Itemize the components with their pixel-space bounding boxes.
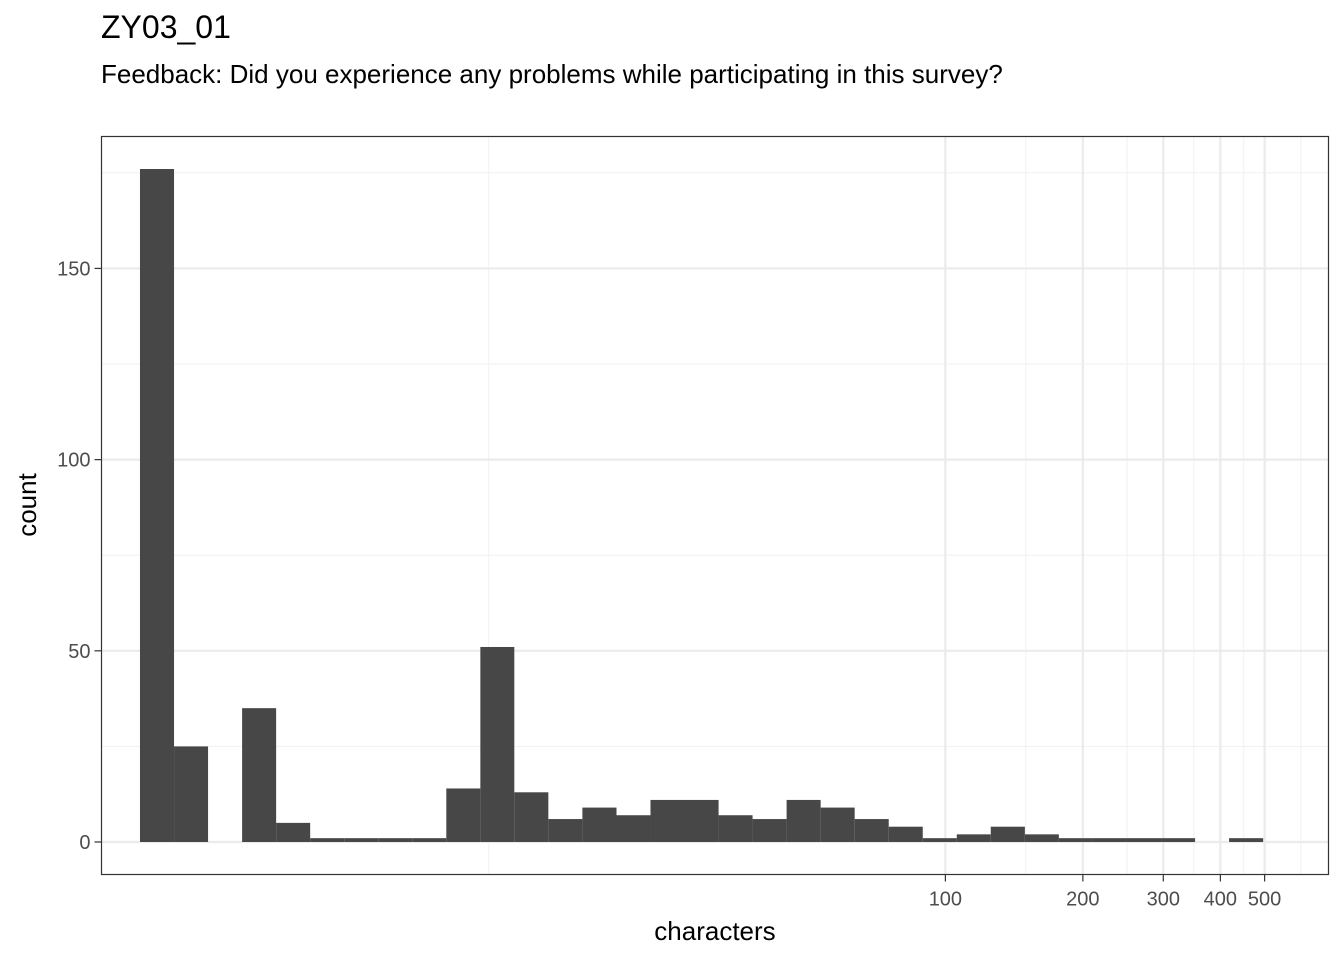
histogram-bar (616, 815, 651, 842)
histogram-bar (888, 826, 923, 842)
x-tick-label: 400 (1204, 889, 1237, 911)
histogram-bar (548, 819, 583, 842)
histogram-bar (446, 788, 481, 842)
histogram-bar (684, 799, 719, 842)
x-tick-label: 100 (929, 889, 962, 911)
histogram-bar (276, 822, 311, 842)
plot-panel-background (101, 136, 1329, 875)
histogram-bar (412, 838, 447, 842)
histogram-bars (139, 169, 1264, 842)
x-tick-label: 300 (1147, 889, 1180, 911)
histogram-bar (1092, 838, 1127, 842)
histogram-bar (854, 819, 889, 842)
y-axis-title: count (12, 472, 42, 536)
y-tick-label: 150 (57, 258, 90, 280)
histogram-bar (1161, 838, 1196, 842)
histogram-bar (514, 792, 549, 842)
x-axis-title: characters (654, 916, 775, 946)
x-axis: 100 200 300 400 500 (929, 874, 1281, 911)
minor-gridlines (101, 136, 1329, 875)
histogram-bar (718, 815, 753, 842)
histogram-bar (922, 838, 957, 842)
x-tick-label: 500 (1248, 889, 1281, 911)
y-tick-label: 100 (57, 450, 90, 472)
histogram-bar (1126, 838, 1162, 842)
y-tick-label: 50 (68, 641, 90, 663)
histogram-bar (480, 646, 515, 842)
histogram-bar (990, 826, 1025, 842)
histogram-bar (378, 838, 413, 842)
x-tick-label: 200 (1066, 889, 1099, 911)
histogram-bar (1229, 838, 1264, 842)
histogram-bar (242, 708, 277, 842)
histogram-bar (139, 169, 175, 842)
histogram-bar (1024, 834, 1059, 842)
y-tick-label: 0 (79, 832, 90, 854)
histogram-bar (1058, 838, 1093, 842)
histogram-bar (174, 746, 209, 842)
chart-subtitle: Feedback: Did you experience any problem… (101, 59, 1003, 89)
y-axis: 0 50 100 150 (57, 258, 102, 854)
histogram-bar (820, 807, 855, 842)
chart-title: ZY03_01 (101, 9, 231, 45)
histogram-bar (786, 799, 821, 842)
histogram-bar (344, 838, 379, 842)
histogram-bar (310, 838, 345, 842)
histogram-bar (650, 799, 685, 842)
plot-panel-border (100, 135, 1330, 876)
histogram-bar (752, 819, 787, 842)
histogram-bar (582, 807, 617, 842)
histogram-bar (956, 834, 991, 842)
